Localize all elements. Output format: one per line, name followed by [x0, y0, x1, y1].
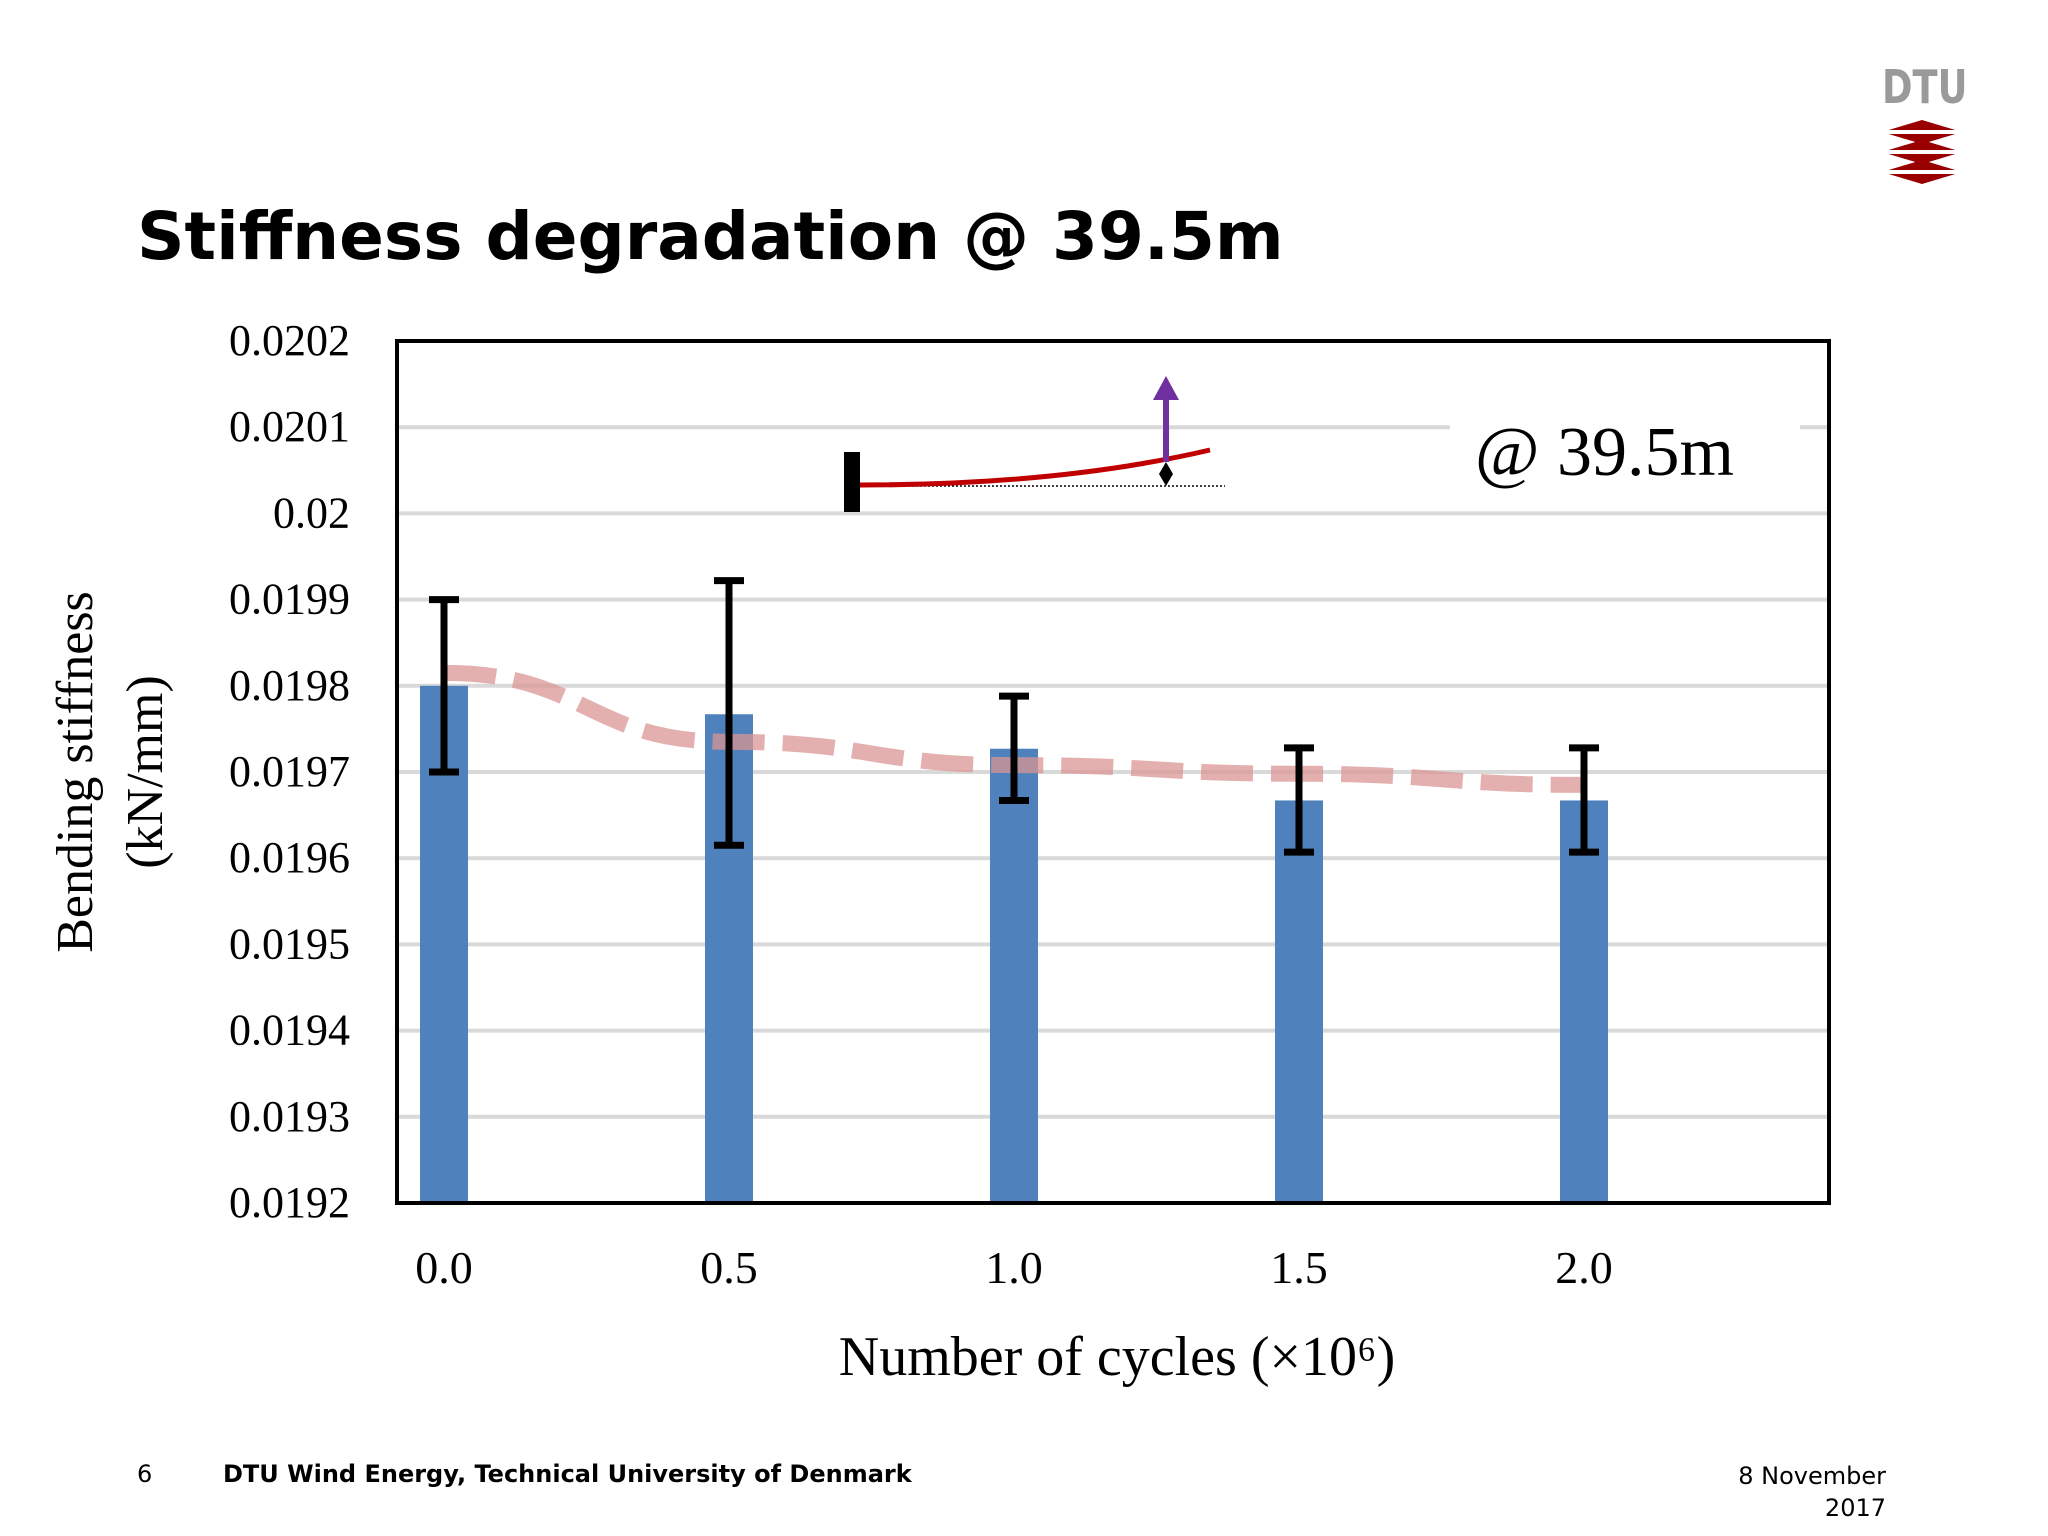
y-tick-label: 0.0202 — [229, 316, 350, 365]
footer-date-line2: 2017 — [1824, 1494, 1886, 1522]
footer-organization: DTU Wind Energy, Technical University of… — [223, 1460, 912, 1488]
y-tick-label: 0.0194 — [229, 1006, 350, 1055]
beam-support-icon — [844, 452, 860, 512]
slide-title: Stiffness degradation @ 39.5m — [137, 198, 1284, 275]
y-tick-label: 0.0197 — [229, 747, 350, 796]
bar — [1275, 800, 1323, 1203]
page-number: 6 — [137, 1460, 153, 1488]
load-arrow-icon — [1153, 376, 1179, 400]
footer-date: 8 November 2017 — [1686, 1460, 1886, 1524]
y-tick-label: 0.0195 — [229, 919, 350, 968]
deflected-beam-icon — [859, 447, 1211, 488]
error-bars — [429, 577, 1599, 856]
y-tick-label: 0.0199 — [229, 575, 350, 624]
footer-date-line1: 8 November — [1738, 1462, 1886, 1490]
y-axis-title: Bending stiffness (kN/mm) — [47, 591, 174, 953]
y-axis-title-line2: (kN/mm) — [117, 675, 174, 869]
y-tick-label: 0.02 — [273, 488, 350, 537]
location-annotation: @ 39.5m — [1475, 414, 1734, 491]
x-tick-label: 2.0 — [1555, 1242, 1613, 1293]
y-tick-label: 0.0201 — [229, 402, 350, 451]
bar — [1560, 800, 1608, 1203]
annotation-background — [1450, 402, 1800, 502]
y-tick-labels: 0.0192 0.0193 0.0194 0.0195 0.0196 0.0197 0.01… — [229, 316, 350, 1227]
x-tick-label: 0.0 — [415, 1242, 473, 1293]
x-tick-label: 1.5 — [1270, 1242, 1328, 1293]
y-axis-title-line1: Bending stiffness — [47, 591, 104, 953]
y-tick-label: 0.0193 — [229, 1092, 350, 1141]
y-tick-label: 0.0192 — [229, 1178, 350, 1227]
logo-emblem-icon — [1882, 120, 1962, 184]
logo-text: DTU — [1882, 60, 1968, 114]
bar — [990, 748, 1038, 1203]
y-tick-label: 0.0196 — [229, 833, 350, 882]
dtu-logo: DTU — [1880, 60, 1968, 190]
x-tick-labels: 0.0 0.5 1.0 1.5 2.0 — [415, 1242, 1613, 1293]
x-tick-label: 0.5 — [700, 1242, 758, 1293]
beam-diagram — [844, 376, 1225, 512]
bars — [420, 685, 1608, 1203]
deflection-marker-icon — [1159, 462, 1173, 486]
x-tick-label: 1.0 — [985, 1242, 1043, 1293]
plot-frame — [395, 339, 1831, 1205]
x-axis-title: Number of cycles (×10⁶) — [839, 1326, 1395, 1388]
y-tick-label: 0.0198 — [229, 661, 350, 710]
